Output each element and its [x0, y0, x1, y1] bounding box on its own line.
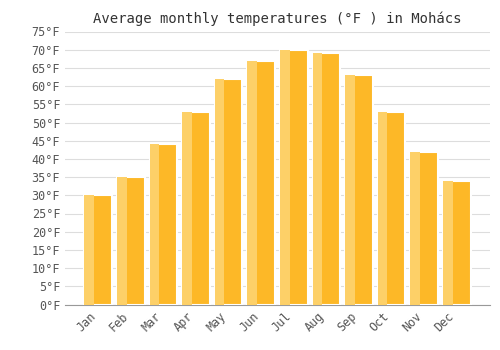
Bar — [84, 195, 94, 304]
Bar — [248, 61, 275, 304]
Bar — [312, 53, 322, 304]
Bar — [443, 181, 470, 304]
Bar — [117, 177, 126, 304]
Title: Average monthly temperatures (°F ) in Mohács: Average monthly temperatures (°F ) in Mo… — [93, 12, 462, 26]
Bar — [378, 112, 388, 304]
Bar — [410, 152, 438, 304]
Bar — [182, 112, 210, 304]
Bar — [345, 75, 373, 304]
Bar — [248, 61, 257, 304]
Bar — [84, 195, 112, 304]
Bar — [150, 144, 159, 304]
Bar — [182, 112, 192, 304]
Bar — [410, 152, 420, 304]
Bar — [378, 112, 406, 304]
Bar — [312, 53, 340, 304]
Bar — [280, 50, 289, 304]
Bar — [280, 50, 307, 304]
Bar — [214, 79, 224, 304]
Bar — [150, 144, 177, 304]
Bar — [214, 79, 242, 304]
Bar — [443, 181, 452, 304]
Bar — [117, 177, 144, 304]
Bar — [345, 75, 355, 304]
